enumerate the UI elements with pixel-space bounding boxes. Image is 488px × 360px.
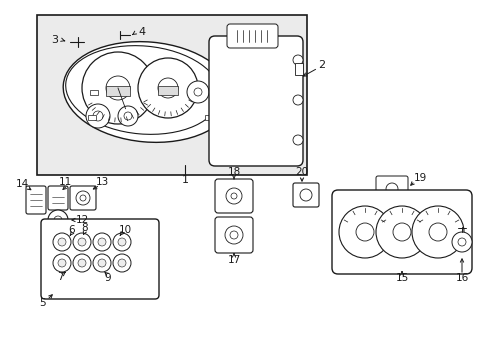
Circle shape <box>76 191 90 205</box>
FancyBboxPatch shape <box>331 190 471 274</box>
Text: 2: 2 <box>318 60 325 70</box>
Circle shape <box>93 111 103 121</box>
FancyBboxPatch shape <box>375 176 407 202</box>
Bar <box>90 90 98 95</box>
Text: 14: 14 <box>15 179 29 189</box>
FancyBboxPatch shape <box>215 179 252 213</box>
Text: 18: 18 <box>227 167 240 177</box>
Circle shape <box>451 232 471 252</box>
Circle shape <box>58 238 66 246</box>
Circle shape <box>82 52 154 124</box>
Ellipse shape <box>63 42 232 142</box>
Circle shape <box>93 233 111 251</box>
Circle shape <box>375 206 427 258</box>
Text: 5: 5 <box>39 298 45 308</box>
Circle shape <box>98 259 106 267</box>
Text: 15: 15 <box>395 273 408 283</box>
Text: 17: 17 <box>227 255 240 265</box>
Circle shape <box>53 254 71 272</box>
Circle shape <box>98 238 106 246</box>
Circle shape <box>106 76 130 100</box>
Text: 12: 12 <box>75 215 88 225</box>
Bar <box>294 63 303 75</box>
Circle shape <box>428 223 446 241</box>
Text: 19: 19 <box>412 173 426 183</box>
Circle shape <box>186 81 208 103</box>
FancyBboxPatch shape <box>41 219 159 299</box>
FancyBboxPatch shape <box>48 186 68 210</box>
Circle shape <box>224 226 243 244</box>
FancyBboxPatch shape <box>292 183 318 207</box>
Circle shape <box>457 238 465 246</box>
Circle shape <box>73 254 91 272</box>
Text: 4: 4 <box>138 27 145 37</box>
Circle shape <box>229 231 238 239</box>
Circle shape <box>225 188 242 204</box>
FancyBboxPatch shape <box>26 186 46 214</box>
Circle shape <box>292 55 303 65</box>
FancyBboxPatch shape <box>215 217 252 253</box>
Circle shape <box>194 88 202 96</box>
Text: 6: 6 <box>68 225 75 235</box>
Circle shape <box>355 223 373 241</box>
Circle shape <box>53 233 71 251</box>
Bar <box>204 115 213 120</box>
Text: 11: 11 <box>58 177 71 187</box>
Circle shape <box>73 233 91 251</box>
Circle shape <box>86 104 110 128</box>
Circle shape <box>138 58 198 118</box>
Circle shape <box>48 210 68 230</box>
Text: 20: 20 <box>295 167 308 177</box>
Text: 13: 13 <box>95 177 108 187</box>
Bar <box>158 86 178 95</box>
Circle shape <box>124 112 132 120</box>
Circle shape <box>80 195 86 201</box>
Bar <box>106 86 130 96</box>
Circle shape <box>93 254 111 272</box>
Ellipse shape <box>65 46 220 134</box>
Text: 8: 8 <box>81 223 88 233</box>
Circle shape <box>118 106 138 126</box>
FancyBboxPatch shape <box>70 186 96 210</box>
Text: 9: 9 <box>104 273 111 283</box>
Circle shape <box>58 259 66 267</box>
Circle shape <box>292 95 303 105</box>
Bar <box>37 15 306 175</box>
Bar <box>88 115 96 120</box>
Circle shape <box>118 238 126 246</box>
Text: 1: 1 <box>181 175 188 185</box>
Circle shape <box>158 78 178 98</box>
FancyBboxPatch shape <box>208 36 303 166</box>
Circle shape <box>118 259 126 267</box>
Text: 16: 16 <box>454 273 468 283</box>
Text: 3: 3 <box>51 35 59 45</box>
Circle shape <box>78 259 86 267</box>
Circle shape <box>54 216 62 224</box>
Circle shape <box>78 238 86 246</box>
Circle shape <box>299 189 311 201</box>
Circle shape <box>113 254 131 272</box>
Text: 7: 7 <box>57 272 63 282</box>
Circle shape <box>230 193 237 199</box>
Circle shape <box>338 206 390 258</box>
Text: 10: 10 <box>118 225 131 235</box>
FancyBboxPatch shape <box>226 24 278 48</box>
Circle shape <box>385 183 397 195</box>
Circle shape <box>292 135 303 145</box>
Circle shape <box>411 206 463 258</box>
Circle shape <box>113 233 131 251</box>
Circle shape <box>392 223 410 241</box>
